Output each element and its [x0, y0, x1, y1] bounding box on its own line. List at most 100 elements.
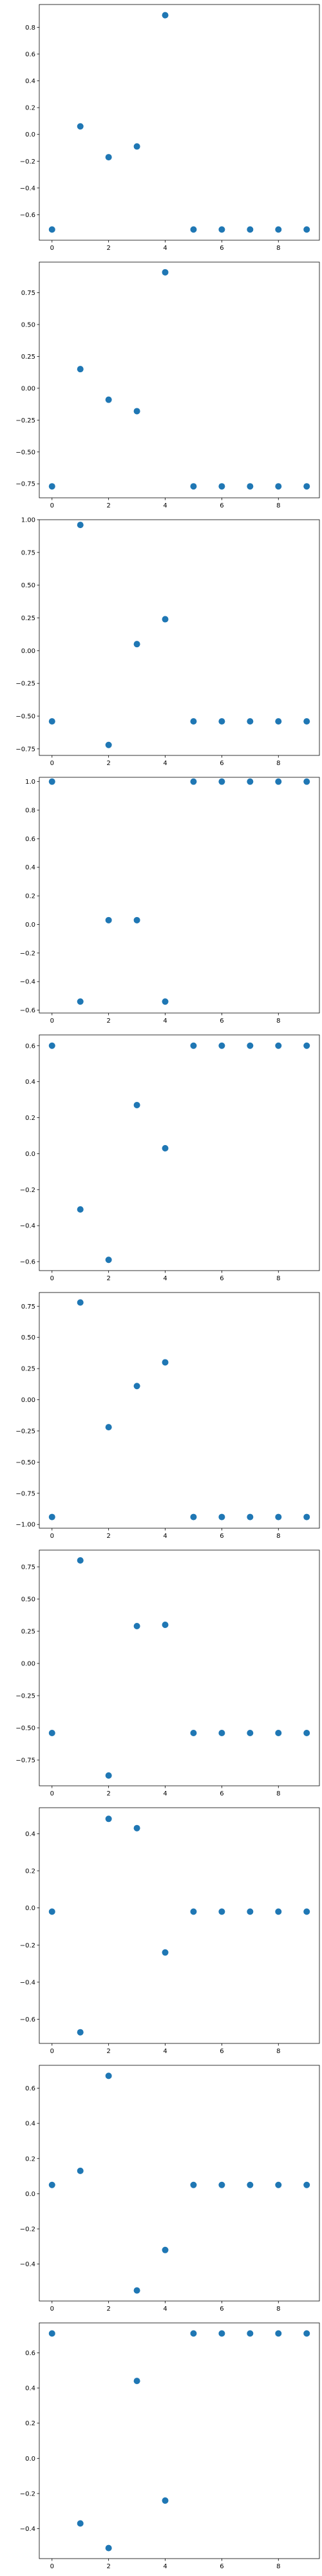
- y-tick-label: −0.2: [20, 950, 35, 957]
- x-tick-label: 8: [276, 2306, 280, 2313]
- data-point: [48, 2330, 55, 2337]
- data-point: [105, 1815, 112, 1823]
- y-tick-label: 0.0: [25, 1151, 35, 1158]
- data-point: [190, 1513, 197, 1520]
- data-point: [218, 1730, 225, 1736]
- data-point: [275, 2330, 282, 2337]
- x-tick-label: 6: [220, 2306, 223, 2313]
- data-point: [190, 1042, 197, 1049]
- y-tick-label: 0.0: [25, 2456, 35, 2463]
- data-point: [190, 718, 197, 725]
- y-tick-label: 0.4: [25, 1831, 35, 1838]
- data-point: [77, 2029, 84, 2036]
- data-point: [303, 483, 310, 490]
- y-tick-label: 0.4: [25, 864, 35, 871]
- y-tick-label: −0.6: [20, 1259, 35, 1266]
- y-tick-label: 0.25: [21, 615, 35, 622]
- data-point: [303, 1730, 310, 1736]
- x-tick-label: 6: [220, 1018, 223, 1025]
- y-tick-label: 0.6: [25, 2350, 35, 2357]
- data-point: [133, 1383, 140, 1390]
- scatter-panel-9: 0.6 0.4 0.2 0.0 −0.2 −0.4 0 2 4 6 8: [20, 2065, 320, 2313]
- y-tick-label: 0.2: [25, 893, 35, 900]
- data-point: [247, 718, 254, 725]
- scatter-panel-2: 0.75 0.50 0.25 0.00 −0.25 −0.50 −0.75 0 2 4 6 8: [15, 261, 320, 509]
- axes-frame: [39, 261, 320, 498]
- data-point: [162, 616, 169, 623]
- y-tick-label: 0.50: [21, 582, 35, 589]
- x-tick-label: 4: [163, 502, 167, 509]
- y-tick-label: 0.50: [21, 1596, 35, 1604]
- y-tick-label: 0.00: [21, 385, 35, 392]
- data-point: [190, 1908, 197, 1915]
- x-tick-label: 0: [50, 1018, 54, 1025]
- data-point: [105, 2544, 112, 2552]
- y-tick-label: −0.4: [20, 1223, 35, 1230]
- data-point: [48, 1730, 55, 1736]
- data-point: [162, 2497, 169, 2504]
- scatter-panel-1: 0.8 0.6 0.4 0.2 0.0 −0.2 −0.4 −0.6 0 2 4 6 8: [20, 4, 320, 252]
- axes-frame: [39, 519, 320, 756]
- x-tick-label: 0: [50, 502, 54, 509]
- data-point: [190, 226, 197, 233]
- y-tick-label: −0.50: [15, 1725, 35, 1732]
- data-point: [133, 2287, 140, 2294]
- data-point: [218, 2330, 225, 2337]
- data-point: [162, 1145, 169, 1152]
- data-point: [48, 1908, 55, 1915]
- data-point: [275, 483, 282, 490]
- x-tick-label: 0: [50, 760, 54, 767]
- x-tick-label: 2: [106, 502, 110, 509]
- data-point: [48, 483, 55, 490]
- y-tick-label: −1.00: [15, 1522, 35, 1529]
- data-point: [133, 1101, 140, 1108]
- axes-frame: [39, 1292, 320, 1529]
- scatter-panel-8: 0.4 0.2 0.0 −0.2 −0.4 −0.6 0 2 4 6 8: [20, 1807, 320, 2055]
- data-point: [275, 2181, 282, 2188]
- y-tick-label: 0.50: [21, 321, 35, 328]
- y-tick-label: 0.2: [25, 2155, 35, 2163]
- y-tick-label: 0.0: [25, 1905, 35, 1912]
- data-point: [190, 483, 197, 490]
- x-tick-label: 4: [163, 760, 167, 767]
- data-point: [48, 1042, 55, 1049]
- y-tick-label: 0.2: [25, 1868, 35, 1875]
- data-point: [77, 998, 84, 1005]
- axes-frame: [39, 777, 320, 1014]
- y-tick-label: 0.0: [25, 131, 35, 138]
- y-tick-label: 0.00: [21, 1661, 35, 1668]
- x-tick-label: 6: [220, 245, 223, 252]
- data-point: [218, 483, 225, 490]
- data-point: [190, 1730, 197, 1736]
- y-tick-label: −0.75: [15, 481, 35, 488]
- y-tick-label: 0.4: [25, 1079, 35, 1086]
- x-tick-label: 2: [106, 2563, 110, 2570]
- data-point: [218, 718, 225, 725]
- data-point: [247, 2330, 254, 2337]
- x-tick-label: 4: [163, 2306, 167, 2313]
- data-point: [133, 408, 140, 415]
- y-tick-label: −0.4: [20, 1979, 35, 1986]
- y-tick-label: −0.2: [20, 2226, 35, 2233]
- data-point: [247, 778, 254, 785]
- data-point: [77, 2520, 84, 2527]
- y-tick-label: 0.25: [21, 1366, 35, 1373]
- data-point: [247, 226, 254, 233]
- data-point: [162, 1622, 169, 1628]
- y-tick-label: 0.6: [25, 836, 35, 843]
- y-tick-label: −0.6: [20, 2016, 35, 2023]
- x-tick-label: 4: [163, 1790, 167, 1797]
- axes-frame: [39, 1549, 320, 1786]
- y-tick-label: 0.0: [25, 2191, 35, 2198]
- data-point: [275, 1513, 282, 1520]
- data-point: [133, 143, 140, 150]
- y-tick-label: −0.4: [20, 2526, 35, 2533]
- y-tick-label: 0.25: [21, 1629, 35, 1636]
- data-point: [218, 1908, 225, 1915]
- axes-frame: [39, 4, 320, 241]
- x-tick-label: 2: [106, 1018, 110, 1025]
- x-tick-label: 0: [50, 2048, 54, 2055]
- x-tick-label: 4: [163, 1533, 167, 1540]
- data-point: [275, 1908, 282, 1915]
- data-point: [77, 123, 84, 130]
